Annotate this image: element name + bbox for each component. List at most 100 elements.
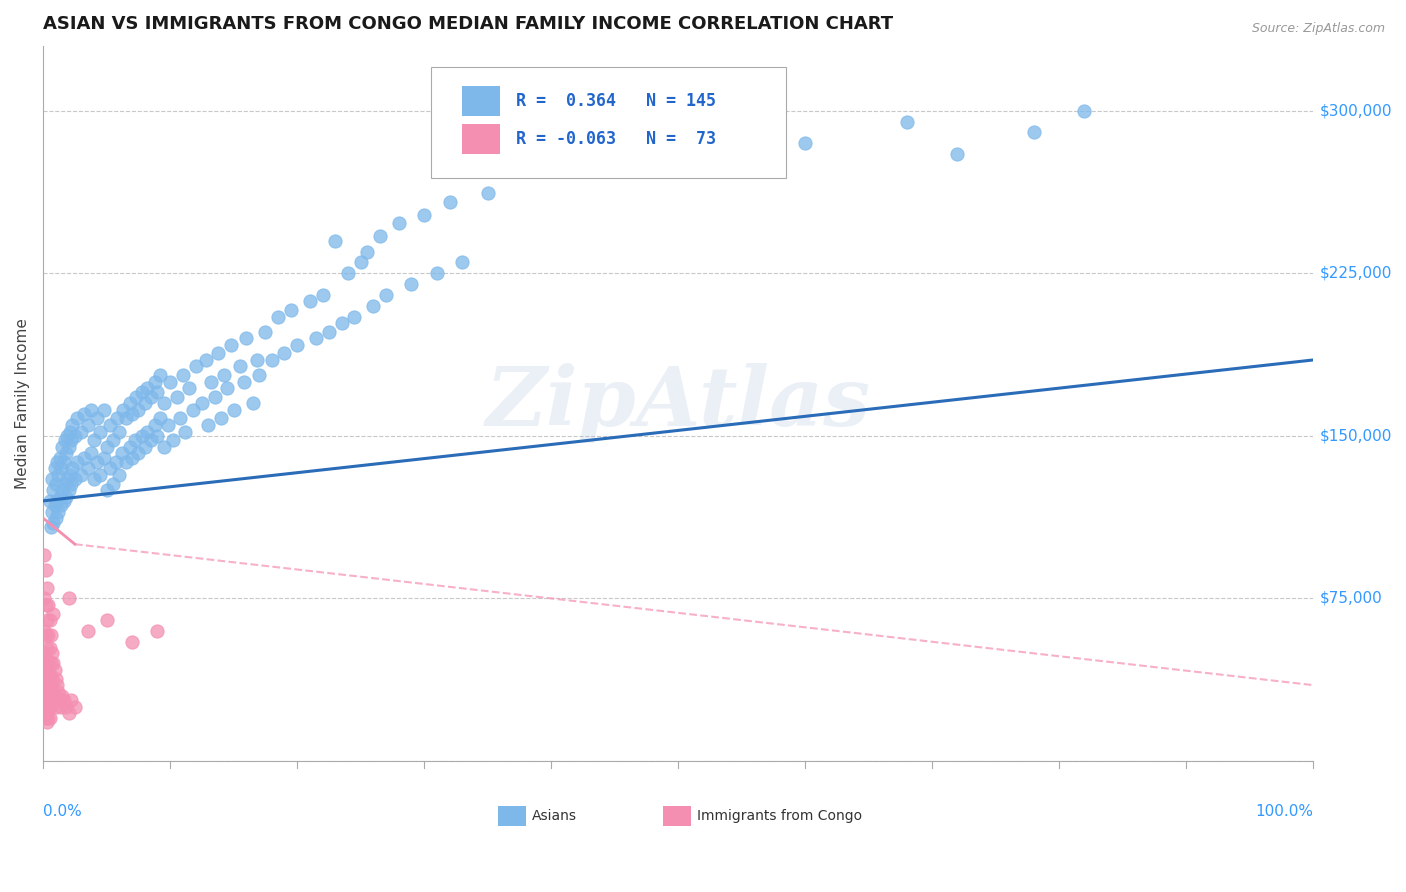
Point — [139, 390, 162, 404]
Point — [76, 417, 98, 432]
Point — [45, 476, 67, 491]
Point — [34, 591, 56, 606]
Point — [37, 598, 59, 612]
Point — [52, 455, 75, 469]
Point — [38, 494, 60, 508]
Point — [53, 476, 76, 491]
Point — [49, 498, 72, 512]
Point — [39, 520, 62, 534]
Point — [63, 699, 86, 714]
Point — [63, 429, 86, 443]
Point — [80, 402, 103, 417]
Point — [356, 244, 378, 259]
Point — [34, 657, 56, 671]
Point — [35, 581, 58, 595]
Point — [58, 591, 80, 606]
Point — [60, 476, 83, 491]
Point — [44, 663, 66, 677]
Point — [100, 461, 122, 475]
Point — [426, 266, 449, 280]
Point — [60, 417, 83, 432]
Text: ASIAN VS IMMIGRANTS FROM CONGO MEDIAN FAMILY INCOME CORRELATION CHART: ASIAN VS IMMIGRANTS FROM CONGO MEDIAN FA… — [44, 15, 893, 33]
Point — [143, 375, 166, 389]
Point — [38, 699, 60, 714]
Point — [42, 657, 65, 671]
Point — [111, 446, 134, 460]
Point — [39, 693, 62, 707]
Point — [48, 490, 70, 504]
Point — [1073, 103, 1095, 118]
Point — [197, 417, 219, 432]
Point — [101, 476, 124, 491]
Point — [86, 455, 108, 469]
Point — [191, 396, 214, 410]
Point — [34, 699, 56, 714]
Point — [41, 472, 63, 486]
Point — [336, 266, 359, 280]
Point — [35, 663, 58, 677]
FancyBboxPatch shape — [662, 806, 690, 826]
Point — [35, 693, 58, 707]
Point — [52, 693, 75, 707]
Point — [48, 450, 70, 465]
Point — [35, 711, 58, 725]
Point — [35, 714, 58, 729]
Text: $150,000: $150,000 — [1319, 428, 1392, 443]
Point — [60, 461, 83, 475]
Point — [156, 417, 179, 432]
Point — [46, 455, 69, 469]
Point — [46, 494, 69, 508]
Point — [63, 472, 86, 486]
Point — [49, 699, 72, 714]
Point — [96, 613, 118, 627]
Point — [222, 402, 245, 417]
Point — [101, 433, 124, 447]
Point — [73, 407, 96, 421]
Point — [439, 194, 461, 209]
FancyBboxPatch shape — [463, 124, 501, 153]
Point — [80, 446, 103, 460]
Point — [146, 624, 169, 638]
Point — [56, 472, 79, 486]
Point — [60, 693, 83, 707]
Point — [58, 440, 80, 454]
Point — [38, 641, 60, 656]
Point — [37, 693, 59, 707]
Point — [38, 711, 60, 725]
Point — [181, 402, 204, 417]
Point — [124, 433, 146, 447]
Point — [37, 702, 59, 716]
Point — [42, 684, 65, 698]
Point — [131, 385, 153, 400]
Point — [34, 684, 56, 698]
Point — [34, 548, 56, 562]
Point — [35, 649, 58, 664]
Point — [35, 641, 58, 656]
Point — [105, 411, 128, 425]
Point — [89, 425, 111, 439]
Point — [37, 676, 59, 690]
Point — [37, 711, 59, 725]
Point — [37, 628, 59, 642]
Point — [200, 375, 222, 389]
Point — [59, 467, 82, 482]
Point — [114, 455, 136, 469]
Point — [146, 385, 169, 400]
Point — [146, 429, 169, 443]
Point — [139, 433, 162, 447]
Point — [363, 299, 385, 313]
Point — [273, 346, 295, 360]
Point — [51, 440, 73, 454]
Point — [52, 494, 75, 508]
Point — [946, 147, 969, 161]
Text: Source: ZipAtlas.com: Source: ZipAtlas.com — [1251, 22, 1385, 36]
Point — [388, 216, 411, 230]
FancyBboxPatch shape — [430, 67, 786, 178]
Point — [66, 411, 89, 425]
Point — [35, 699, 58, 714]
FancyBboxPatch shape — [463, 87, 501, 117]
Point — [42, 483, 65, 497]
Point — [45, 672, 67, 686]
Point — [143, 417, 166, 432]
Point — [267, 310, 290, 324]
